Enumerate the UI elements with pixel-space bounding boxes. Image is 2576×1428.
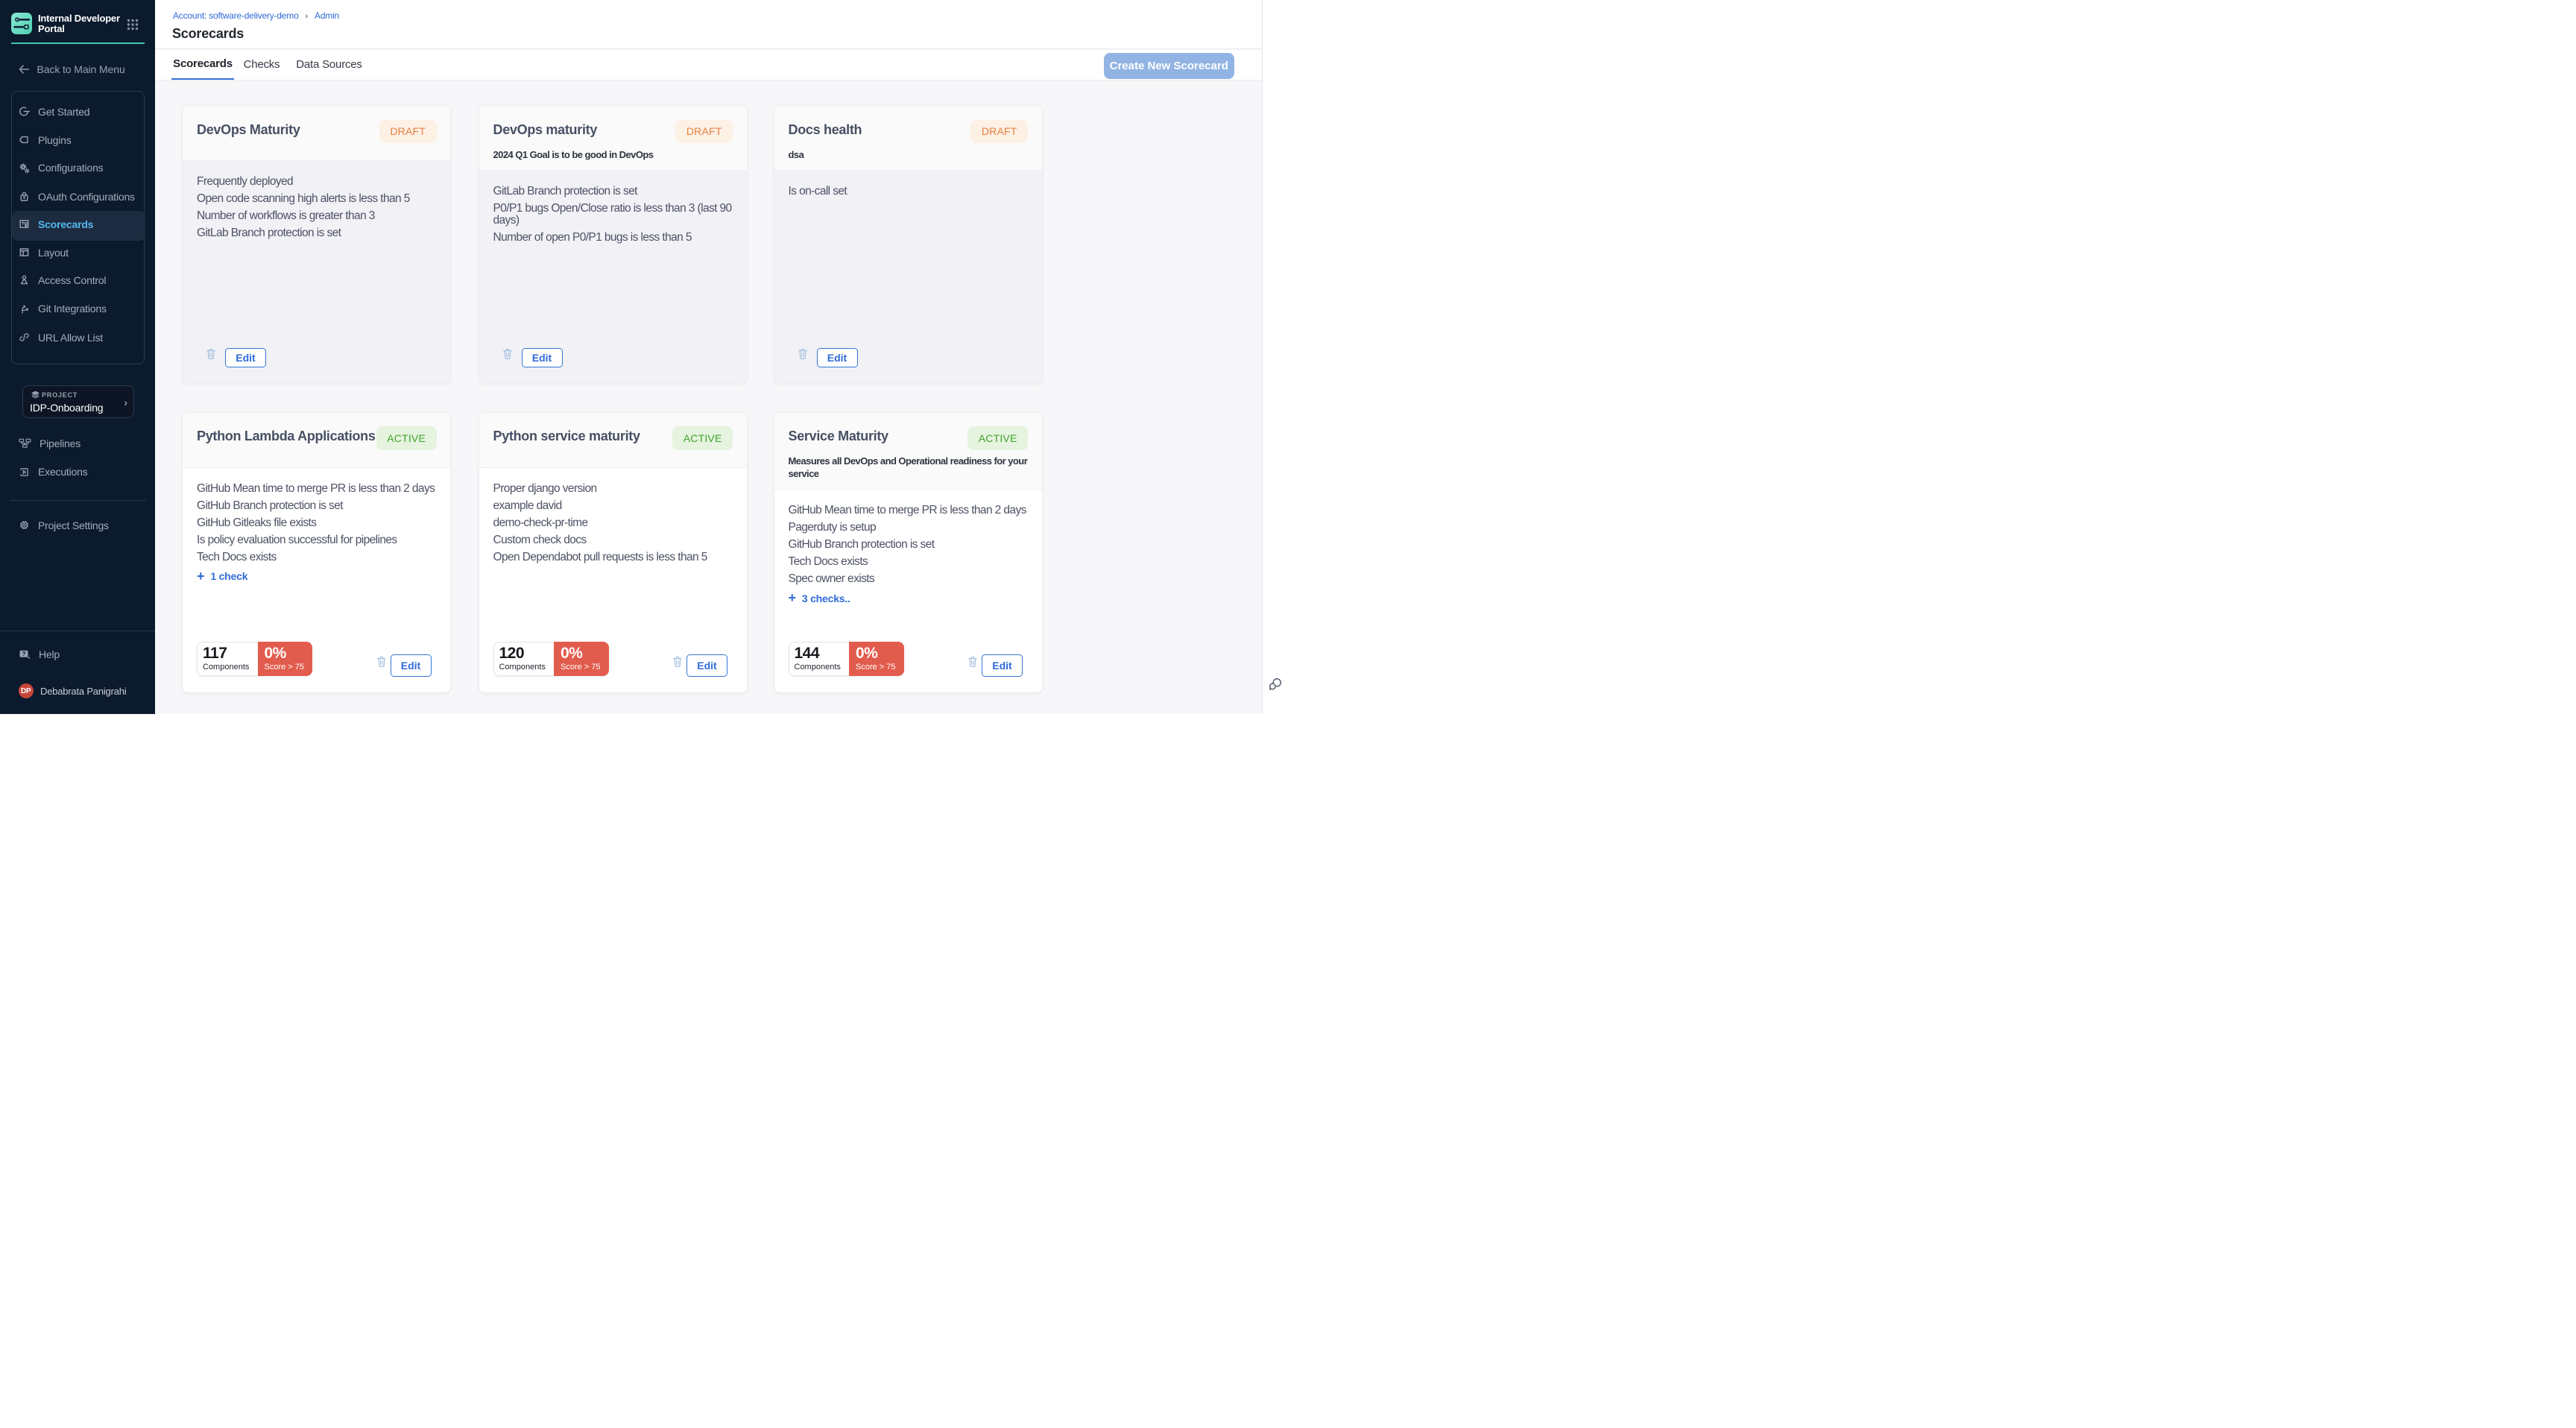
svg-text:?: ? bbox=[22, 651, 25, 657]
